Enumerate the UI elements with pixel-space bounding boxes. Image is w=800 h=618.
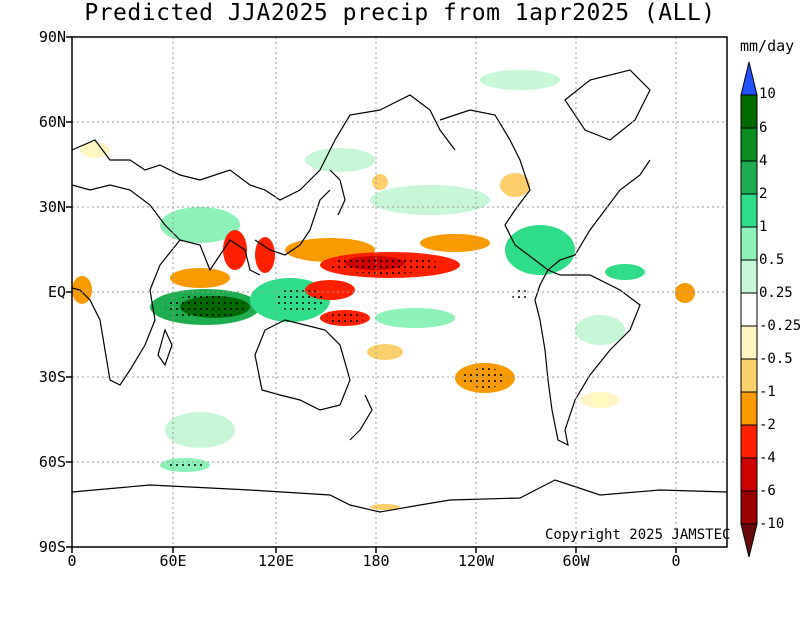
x-tick-label: 120W xyxy=(457,552,495,570)
colorbar-label: -2 xyxy=(759,417,776,433)
madagascar-coast xyxy=(157,328,173,367)
colorbar-label: -6 xyxy=(759,483,776,499)
coastlines xyxy=(72,69,727,513)
colorbar-label: -0.25 xyxy=(759,318,800,334)
anomaly-region xyxy=(223,230,247,270)
colorbar xyxy=(740,61,758,558)
colorbar-label: 1 xyxy=(759,219,768,235)
colorbar-label: -0.5 xyxy=(759,351,793,367)
x-tick-label: 0 xyxy=(67,552,77,570)
y-tick-label: 60S xyxy=(38,453,66,471)
anomaly-region xyxy=(255,237,275,273)
colorbar-swatch xyxy=(740,127,758,162)
significance-stipple xyxy=(463,368,507,388)
colorbar-label: 4 xyxy=(759,153,768,169)
axis-ticks xyxy=(66,36,677,553)
anomaly-region xyxy=(170,268,230,288)
colorbar-swatch xyxy=(740,490,758,525)
anomaly-region xyxy=(505,225,575,275)
anomaly-region xyxy=(375,308,455,328)
y-tick-label: 60N xyxy=(38,113,66,131)
x-tick-label: 60E xyxy=(159,552,187,570)
colorbar-arrow-bottom xyxy=(740,523,758,558)
significance-stipple xyxy=(512,289,528,301)
y-tick-label: 30S xyxy=(38,368,66,386)
anomaly-region xyxy=(675,283,695,303)
colorbar-label: 10 xyxy=(759,86,776,102)
significance-stipple xyxy=(167,461,203,469)
colorbar-swatch xyxy=(740,226,758,261)
y-tick-label: 30N xyxy=(38,198,66,216)
nz-coast xyxy=(349,394,373,441)
greenland-coast xyxy=(564,69,651,141)
anomaly-region xyxy=(80,142,110,158)
anomaly-region xyxy=(575,315,625,345)
x-tick-label: 180 xyxy=(362,552,390,570)
anomaly-region xyxy=(160,207,240,243)
anomaly-region xyxy=(367,344,403,360)
anomaly-region xyxy=(372,174,388,190)
colorbar-swatch xyxy=(740,259,758,294)
anomaly-region xyxy=(420,234,490,252)
significance-stipple xyxy=(330,256,440,274)
anomaly-region xyxy=(305,148,375,172)
colorbar-label: 0.5 xyxy=(759,252,785,268)
anomaly-region xyxy=(580,392,620,408)
anomaly-region xyxy=(370,185,490,215)
se-asia-coast xyxy=(254,189,331,256)
x-tick-label: 120E xyxy=(257,552,295,570)
colorbar-label: -4 xyxy=(759,450,776,466)
colorbar-label: -10 xyxy=(759,516,785,532)
anomaly-region xyxy=(370,504,400,510)
colorbar-swatch xyxy=(740,193,758,228)
anomaly-region xyxy=(605,264,645,280)
significance-stipple xyxy=(165,295,245,319)
colorbar-label: 6 xyxy=(759,120,768,136)
significance-stipple xyxy=(275,288,325,312)
colorbar-swatch xyxy=(740,292,758,327)
antarctica-coast xyxy=(72,479,727,513)
x-tick-label: 60W xyxy=(562,552,590,570)
y-tick-label: EQ xyxy=(47,283,66,301)
japan-coast xyxy=(329,169,346,216)
y-tick-label: 90S xyxy=(38,538,66,556)
copyright-notice: Copyright 2025 JAMSTEC xyxy=(545,527,731,543)
anomaly-region xyxy=(480,70,560,90)
india-coast xyxy=(179,239,261,276)
south-america-coast xyxy=(534,269,641,447)
colorbar-swatch xyxy=(740,160,758,195)
europe-asia-coast xyxy=(72,94,456,201)
anomaly-region xyxy=(500,173,530,197)
y-tick-label: 90N xyxy=(38,28,66,46)
colorbar-arrow-top xyxy=(740,61,758,96)
colorbar-label: -1 xyxy=(759,384,776,400)
colorbar-swatch xyxy=(740,325,758,360)
colorbar-swatch xyxy=(740,358,758,393)
colorbar-swatch xyxy=(740,424,758,459)
significance-stipple xyxy=(325,312,365,324)
graticule xyxy=(72,37,727,547)
x-tick-label: 0 xyxy=(671,552,681,570)
africa-coast xyxy=(72,184,181,386)
colorbar-label: 2 xyxy=(759,186,768,202)
anomaly-region xyxy=(165,412,235,448)
chart-title: Predicted JJA2025 precip from 1apr2025 (… xyxy=(84,0,716,26)
colorbar-swatch xyxy=(740,391,758,426)
colorbar-swatch xyxy=(740,457,758,492)
colorbar-units: mm/day xyxy=(740,37,795,55)
australia-coast xyxy=(254,319,351,411)
colorbar-label: 0.25 xyxy=(759,285,793,301)
colorbar-swatch xyxy=(740,94,758,129)
